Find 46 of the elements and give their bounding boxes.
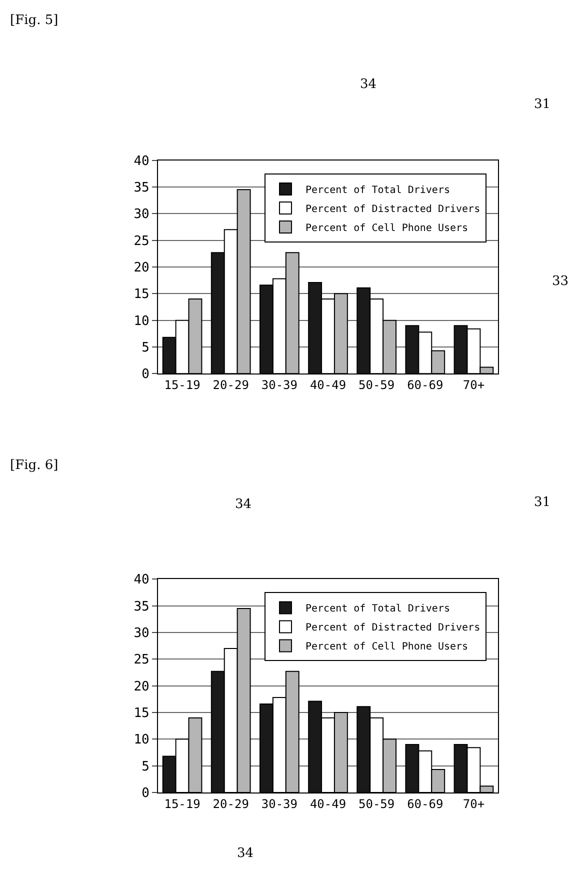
- text: 34: [360, 77, 377, 92]
- legend-label: Percent of Distracted Drivers: [306, 204, 480, 215]
- x-tick-label: 60-69: [407, 796, 444, 811]
- y-tick-label: 35: [134, 180, 150, 196]
- y-tick-label: 25: [134, 652, 150, 668]
- y-tick-label: 30: [134, 626, 150, 642]
- x-tick-label: 30-39: [261, 378, 298, 392]
- legend-label: Percent of Cell Phone Users: [306, 222, 468, 234]
- x-tick-label: 30-39: [261, 796, 298, 811]
- y-tick-label: 5: [142, 340, 150, 356]
- text: 33: [552, 274, 569, 289]
- x-tick-label: 60-69: [407, 378, 444, 392]
- x-tick-label: 40-49: [310, 378, 346, 392]
- y-tick-label: 40: [134, 572, 150, 588]
- y-tick-label: 15: [134, 287, 150, 302]
- legend-label: Percent of Total Drivers: [306, 604, 450, 615]
- legend-label: Percent of Total Drivers: [306, 184, 450, 196]
- x-tick-label: 20-29: [212, 378, 249, 392]
- x-tick-label: 50-59: [358, 796, 395, 811]
- x-tick-label: 15-19: [164, 378, 200, 392]
- x-tick-label: 70+: [462, 378, 485, 392]
- x-tick-label: 40-49: [310, 796, 346, 811]
- y-tick-label: 20: [134, 679, 150, 694]
- y-tick-label: 30: [134, 207, 150, 222]
- x-tick-label: 70+: [462, 796, 485, 811]
- y-tick-label: 20: [134, 260, 150, 276]
- text: [Fig. 5]: [10, 13, 58, 28]
- text: 34: [235, 497, 252, 512]
- y-tick-label: 25: [134, 234, 150, 249]
- text: 31: [534, 495, 551, 510]
- y-tick-label: 35: [134, 599, 150, 614]
- y-tick-label: 0: [142, 367, 150, 382]
- text: 34: [237, 846, 254, 861]
- y-tick-label: 40: [134, 154, 150, 169]
- y-tick-label: 15: [134, 706, 150, 722]
- y-tick-label: 0: [142, 786, 150, 802]
- legend-label: Percent of Cell Phone Users: [306, 642, 468, 653]
- text: 31: [534, 97, 551, 112]
- x-tick-label: 15-19: [164, 796, 200, 811]
- y-tick-label: 5: [142, 759, 150, 774]
- y-tick-label: 10: [134, 314, 150, 329]
- legend-label: Percent of Distracted Drivers: [306, 622, 480, 634]
- x-tick-label: 50-59: [358, 378, 395, 392]
- y-tick-label: 10: [134, 732, 150, 748]
- x-tick-label: 20-29: [212, 796, 249, 811]
- text: [Fig. 6]: [10, 458, 58, 473]
